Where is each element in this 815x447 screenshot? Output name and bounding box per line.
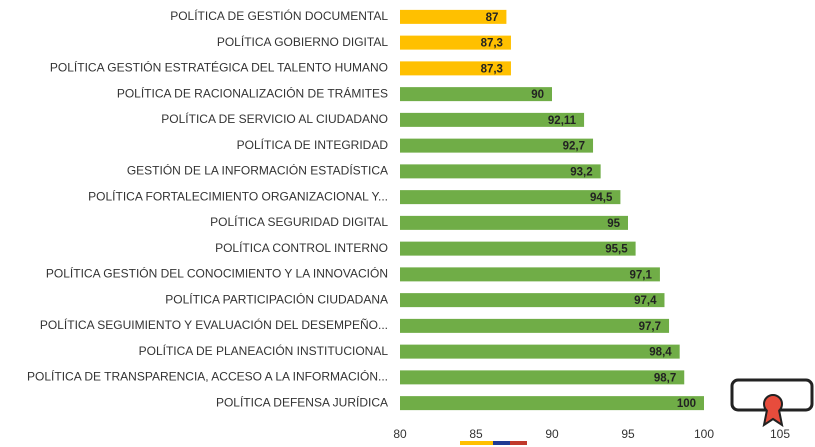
y-tick-label: POLÍTICA DE INTEGRIDAD (237, 137, 389, 152)
value-label: 90 (531, 89, 544, 101)
bar (400, 370, 684, 384)
flag (460, 441, 527, 445)
bar (400, 345, 680, 359)
value-label: 94,5 (590, 192, 613, 204)
bar (400, 190, 620, 204)
x-tick-label: 100 (694, 427, 714, 441)
value-label: 95,5 (605, 244, 628, 256)
y-tick-label: GESTIÓN DE LA INFORMACIÓN ESTADÍSTICA (127, 163, 388, 178)
x-tick-label: 105 (770, 427, 790, 441)
chart: 80 85 90 95 100 105 POLÍTICA DE GESTIÓN DOCUME… (0, 0, 815, 447)
value-label: 87 (486, 12, 499, 24)
y-tick-label: POLÍTICA GOBIERNO DIGITAL (217, 34, 388, 49)
y-tick-label: POLÍTICA DE GESTIÓN DOCUMENTAL (170, 8, 388, 23)
value-label: 95 (607, 218, 620, 230)
x-tick-label: 80 (393, 427, 407, 441)
value-label: 97,4 (634, 295, 657, 307)
y-tick-label: POLÍTICA SEGURIDAD DIGITAL (210, 214, 388, 229)
value-label: 98,7 (654, 372, 676, 384)
value-label: 87,3 (481, 63, 503, 75)
value-label: 93,2 (570, 166, 592, 178)
value-label: 87,3 (481, 38, 503, 50)
y-tick-label: POLÍTICA GESTIÓN ESTRATÉGICA DEL TALENTO… (50, 60, 388, 75)
bar (400, 396, 704, 410)
y-tick-label: POLÍTICA DE TRANSPARENCIA, ACCESO A LA I… (27, 369, 388, 384)
bar (400, 87, 552, 101)
y-tick-label: POLÍTICA SEGUIMIENTO Y EVALUACIÓN DEL DE… (40, 317, 388, 332)
value-label: 92,11 (548, 115, 577, 127)
value-label: 92,7 (563, 141, 585, 153)
bar (400, 216, 628, 230)
y-tick-label: POLÍTICA PARTICIPACIÓN CIUDADANA (165, 291, 388, 306)
value-label: 100 (677, 398, 696, 410)
bar (400, 319, 669, 333)
badge (732, 380, 812, 425)
value-label: 97,1 (630, 269, 653, 281)
bar (400, 293, 664, 307)
value-label: 97,7 (639, 321, 661, 333)
y-tick-label: POLÍTICA DE SERVICIO AL CIUDADANO (161, 111, 388, 126)
y-tick-label: POLÍTICA DE RACIONALIZACIÓN DE TRÁMITES (117, 85, 388, 100)
x-tick-label: 85 (469, 427, 483, 441)
y-tick-label: POLÍTICA GESTIÓN DEL CONOCIMIENTO Y LA I… (46, 266, 388, 281)
value-label: 98,4 (649, 347, 672, 359)
x-tick-label: 90 (545, 427, 559, 441)
bar (400, 267, 660, 281)
y-tick-label: POLÍTICA CONTROL INTERNO (215, 240, 388, 255)
y-tick-label: POLÍTICA DEFENSA JURÍDICA (216, 394, 388, 409)
bar (400, 242, 636, 256)
x-tick-label: 95 (621, 427, 635, 441)
y-tick-label: POLÍTICA FORTALECIMIENTO ORGANIZACIONAL … (88, 188, 388, 203)
y-tick-label: POLÍTICA DE PLANEACIÓN INSTITUCIONAL (139, 343, 389, 358)
